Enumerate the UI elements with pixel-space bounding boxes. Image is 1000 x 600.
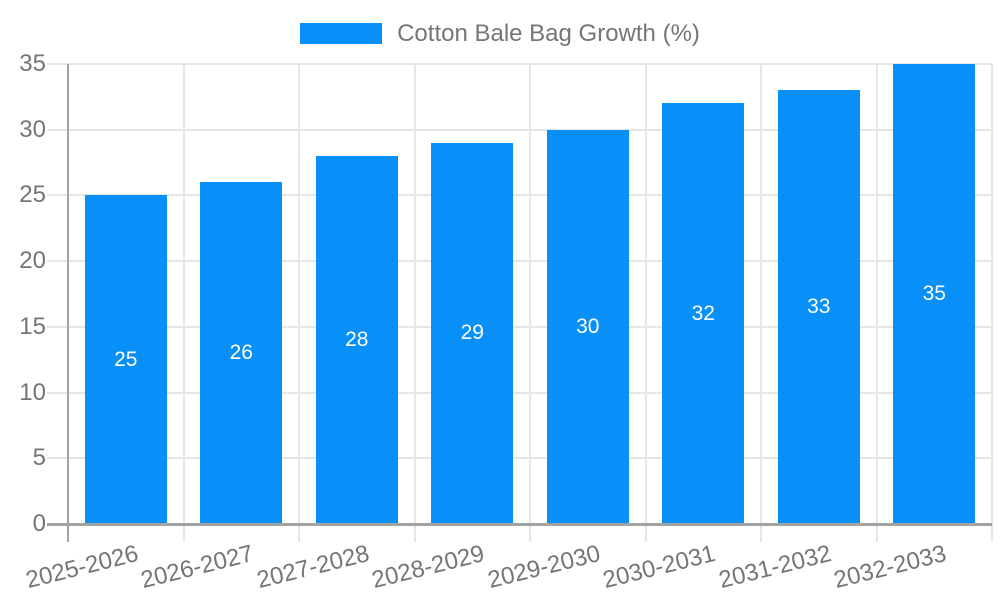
x-axis-tick-label: 2030-2031 (600, 540, 719, 594)
legend-item[interactable]: Cotton Bale Bag Growth (%) (300, 20, 700, 47)
gridline (47, 63, 992, 65)
y-axis-tick-label: 0 (32, 510, 46, 537)
bar[interactable]: 30 (546, 129, 629, 524)
gridline (47, 457, 992, 460)
gridline (47, 325, 992, 328)
bar-value-label: 25 (114, 347, 138, 371)
x-axis-baseline (47, 523, 992, 526)
x-axis-tick-label: 2031-2032 (716, 540, 835, 594)
legend-label: Cotton Bale Bag Growth (%) (397, 20, 700, 47)
bar-value-label: 32 (691, 301, 715, 325)
x-axis-tick-label: 2029-2030 (485, 540, 604, 594)
bar[interactable]: 28 (315, 156, 398, 524)
bar-value-label: 33 (807, 295, 831, 319)
y-axis-tick-label: 20 (19, 247, 46, 275)
bar-value-label: 30 (576, 314, 600, 338)
bar-value-label: 26 (229, 341, 253, 365)
y-axis-tick-label: 5 (32, 444, 46, 472)
bar-value-label: 29 (460, 321, 484, 345)
gridline (47, 391, 992, 394)
category-boundary-line (298, 64, 300, 542)
gridline (47, 128, 992, 131)
chart-legend: Cotton Bale Bag Growth (%) (0, 20, 1000, 47)
y-axis-tick-label: 35 (19, 50, 46, 77)
bar[interactable]: 32 (662, 103, 745, 524)
category-boundary-line (529, 64, 531, 542)
x-axis-tick-label: 2025-2026 (23, 540, 142, 594)
legend-color-swatch (300, 23, 383, 44)
plot-area: 25 26 28 29 30 32 33 35 (47, 63, 993, 542)
gridline (47, 260, 992, 263)
x-axis-tick-label: 2028-2029 (369, 540, 488, 594)
bar[interactable]: 29 (431, 142, 514, 524)
x-axis-tick-label: 2027-2028 (254, 540, 373, 594)
category-boundary-line (182, 64, 185, 542)
y-axis-tick-label: 10 (19, 378, 46, 406)
y-axis-tick-label: 25 (19, 181, 46, 209)
y-axis-tick-label: 15 (19, 312, 46, 340)
bar[interactable]: 35 (893, 64, 976, 524)
category-boundary-line (875, 64, 878, 542)
category-boundary-line (760, 64, 762, 542)
y-axis-tick-label: 30 (19, 115, 46, 143)
x-axis-tick-label: 2032-2033 (831, 540, 950, 594)
gridline (47, 194, 992, 197)
category-boundary-line (413, 64, 416, 542)
y-axis-line (67, 64, 69, 542)
bar-value-label: 35 (922, 282, 946, 305)
bar-value-label: 28 (345, 328, 369, 351)
x-axis-tick-label: 2026-2027 (138, 540, 257, 594)
bar[interactable]: 33 (777, 90, 860, 524)
bar[interactable]: 25 (84, 195, 167, 524)
category-boundary-line (991, 64, 993, 542)
bar[interactable]: 26 (200, 182, 283, 524)
category-boundary-line (644, 64, 647, 542)
